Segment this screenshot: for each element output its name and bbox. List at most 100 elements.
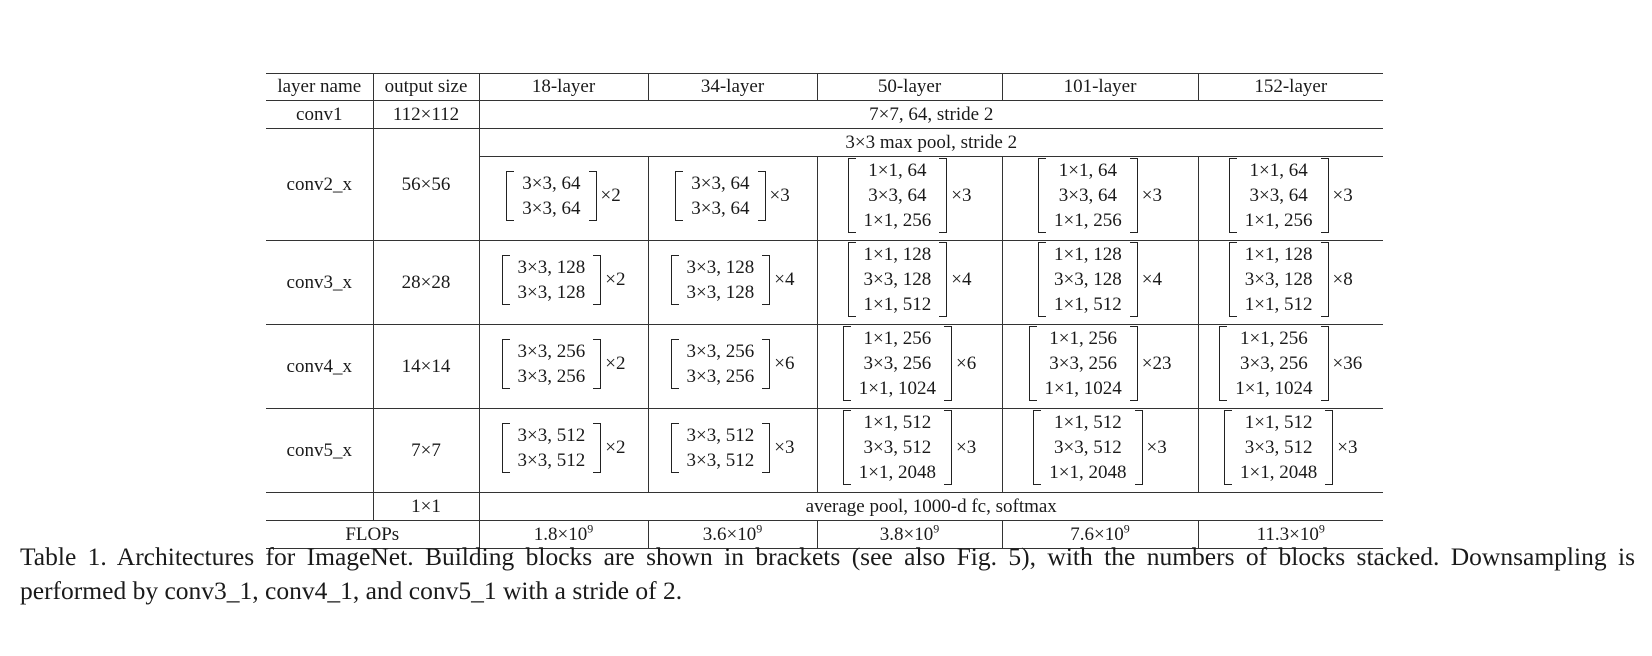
block-layers: 3×3, 512 3×3, 512 [510, 423, 594, 473]
right-bracket [939, 158, 948, 233]
bracketed-block: 1×1, 256 3×3, 256 1×1, 1024 ×23 [1028, 326, 1171, 401]
block-layer: 1×1, 256 [1049, 328, 1117, 349]
bracketed-block: 3×3, 128 3×3, 128 ×4 [670, 254, 795, 305]
block-multiplier: ×6 [774, 352, 795, 374]
block-layer: 1×1, 2048 [1240, 462, 1318, 483]
block-cell: 1×1, 64 3×3, 64 1×1, 256 ×3 [816, 156, 1003, 241]
block-layer: 3×3, 128 [863, 269, 932, 290]
bracketed-block: 3×3, 256 3×3, 256 ×2 [501, 338, 625, 389]
flops-mantissa: 7.6 [1070, 523, 1095, 545]
flops-exponent: 9 [933, 521, 940, 536]
block-layer: 1×1, 512 [1054, 412, 1122, 433]
flops-mantissa: 11.3 [1256, 523, 1290, 545]
block-multiplier: ×3 [956, 436, 977, 458]
left-bracket [1038, 242, 1047, 317]
block-layers: 1×1, 64 3×3, 64 1×1, 256 [1237, 158, 1321, 233]
block-layer: 1×1, 64 [1058, 160, 1117, 181]
conv1-spec: 7×7, 64, stride 2 [478, 100, 1383, 129]
stage-output-size: 14×14 [372, 324, 480, 409]
final-name [266, 492, 374, 521]
block-layer: 3×3, 64 [691, 197, 750, 219]
block-multiplier: ×3 [1337, 436, 1358, 458]
block-layer: 1×1, 128 [863, 244, 932, 265]
block-layers: 1×1, 256 3×3, 256 1×1, 1024 [1037, 326, 1130, 401]
block-multiplier: ×2 [605, 436, 626, 458]
block-cell: 3×3, 64 3×3, 64 ×2 [479, 156, 649, 241]
left-bracket [1038, 158, 1047, 233]
block-layer: 1×1, 256 [863, 328, 932, 349]
block-layers: 3×3, 512 3×3, 512 [679, 423, 763, 473]
right-bracket [593, 338, 602, 389]
block-layer: 3×3, 256 [686, 365, 755, 387]
flops-mantissa: 3.6 [702, 523, 727, 545]
block-layer: 1×1, 128 [1244, 244, 1313, 265]
left-bracket [670, 338, 679, 389]
header-101-layer: 101-layer [1001, 73, 1199, 101]
block-layer: 1×1, 2048 [1049, 462, 1127, 483]
flops-value: 7.6×109 [1001, 520, 1199, 549]
block-layer: 1×1, 512 [1244, 412, 1313, 433]
stage-output-size: 28×28 [372, 240, 480, 325]
flops-times-ten: ×10 [1094, 523, 1124, 545]
block-layer: 1×1, 256 [1054, 210, 1122, 231]
right-bracket [588, 170, 597, 221]
right-bracket [1325, 410, 1334, 485]
header-152-layer: 152-layer [1197, 73, 1383, 101]
bracketed-block: 1×1, 512 3×3, 512 1×1, 2048 ×3 [1033, 410, 1167, 485]
right-bracket [1129, 158, 1138, 233]
block-multiplier: ×3 [1146, 436, 1167, 458]
block-layers: 3×3, 256 3×3, 256 [679, 339, 763, 389]
right-bracket [593, 254, 602, 305]
block-multiplier: ×4 [1141, 268, 1162, 290]
left-bracket [1028, 326, 1037, 401]
right-bracket [762, 254, 771, 305]
block-multiplier: ×3 [951, 184, 972, 206]
bracketed-block: 1×1, 64 3×3, 64 1×1, 256 ×3 [1228, 158, 1353, 233]
flops-label: FLOPs [266, 520, 480, 549]
conv1-row: conv1 112×112 7×7, 64, stride 2 [266, 100, 1383, 129]
block-layer: 1×1, 512 [863, 294, 932, 315]
left-bracket [1228, 158, 1237, 233]
block-layer: 1×1, 1024 [1235, 378, 1313, 399]
stage-output-size: 7×7 [372, 408, 480, 493]
block-cell: 1×1, 64 3×3, 64 1×1, 256 ×3 [1001, 156, 1199, 241]
left-bracket [670, 254, 679, 305]
stage-name: conv5_x [266, 408, 374, 493]
block-multiplier: ×4 [774, 268, 795, 290]
block-layer: 3×3, 256 [863, 353, 932, 374]
header-50-layer: 50-layer [816, 73, 1003, 101]
block-layers: 1×1, 128 3×3, 128 1×1, 512 [1237, 242, 1321, 317]
block-layers: 3×3, 256 3×3, 256 [510, 339, 594, 389]
left-bracket [847, 242, 856, 317]
block-layer: 1×1, 2048 [858, 462, 936, 483]
block-layer: 3×3, 64 [1058, 185, 1117, 206]
flops-times-ten: ×10 [726, 523, 757, 545]
bracketed-block: 3×3, 256 3×3, 256 ×6 [670, 338, 795, 389]
conv1-output-size: 112×112 [372, 100, 480, 129]
block-layer: 3×3, 128 [1054, 269, 1122, 290]
block-layers: 1×1, 512 3×3, 512 1×1, 2048 [1041, 410, 1134, 485]
flops-value: 3.8×109 [816, 520, 1003, 549]
left-bracket [1033, 410, 1042, 485]
right-bracket [1320, 242, 1329, 317]
header-18-layer: 18-layer [478, 73, 649, 101]
block-cell: 1×1, 256 3×3, 256 1×1, 1024 ×6 [816, 324, 1003, 409]
left-bracket [842, 410, 851, 485]
block-layers: 1×1, 512 3×3, 512 1×1, 2048 [1232, 410, 1325, 485]
bracketed-block: 1×1, 512 3×3, 512 1×1, 2048 ×3 [842, 410, 977, 485]
left-bracket [675, 170, 684, 221]
right-bracket [944, 410, 952, 485]
bracketed-block: 3×3, 64 3×3, 64 ×3 [675, 170, 790, 221]
block-layer: 1×1, 512 [863, 412, 932, 433]
bracketed-block: 1×1, 256 3×3, 256 1×1, 1024 ×6 [842, 326, 976, 401]
flops-exponent: 9 [587, 521, 594, 536]
table-caption: Table 1. Architectures for ImageNet. Bui… [20, 542, 1635, 605]
block-layers: 1×1, 128 3×3, 128 1×1, 512 [1046, 242, 1130, 317]
block-layers: 1×1, 512 3×3, 512 1×1, 2048 [851, 410, 944, 485]
block-cell: 1×1, 256 3×3, 256 1×1, 1024 ×36 [1197, 324, 1383, 409]
block-layers: 3×3, 64 3×3, 64 [514, 171, 588, 221]
block-layer: 3×3, 512 [863, 437, 932, 458]
pool-row: conv2_x 56×56 3×3 max pool, stride 2 [266, 128, 1383, 241]
block-layer: 3×3, 128 [517, 256, 586, 278]
block-layer: 1×1, 64 [1249, 160, 1308, 181]
